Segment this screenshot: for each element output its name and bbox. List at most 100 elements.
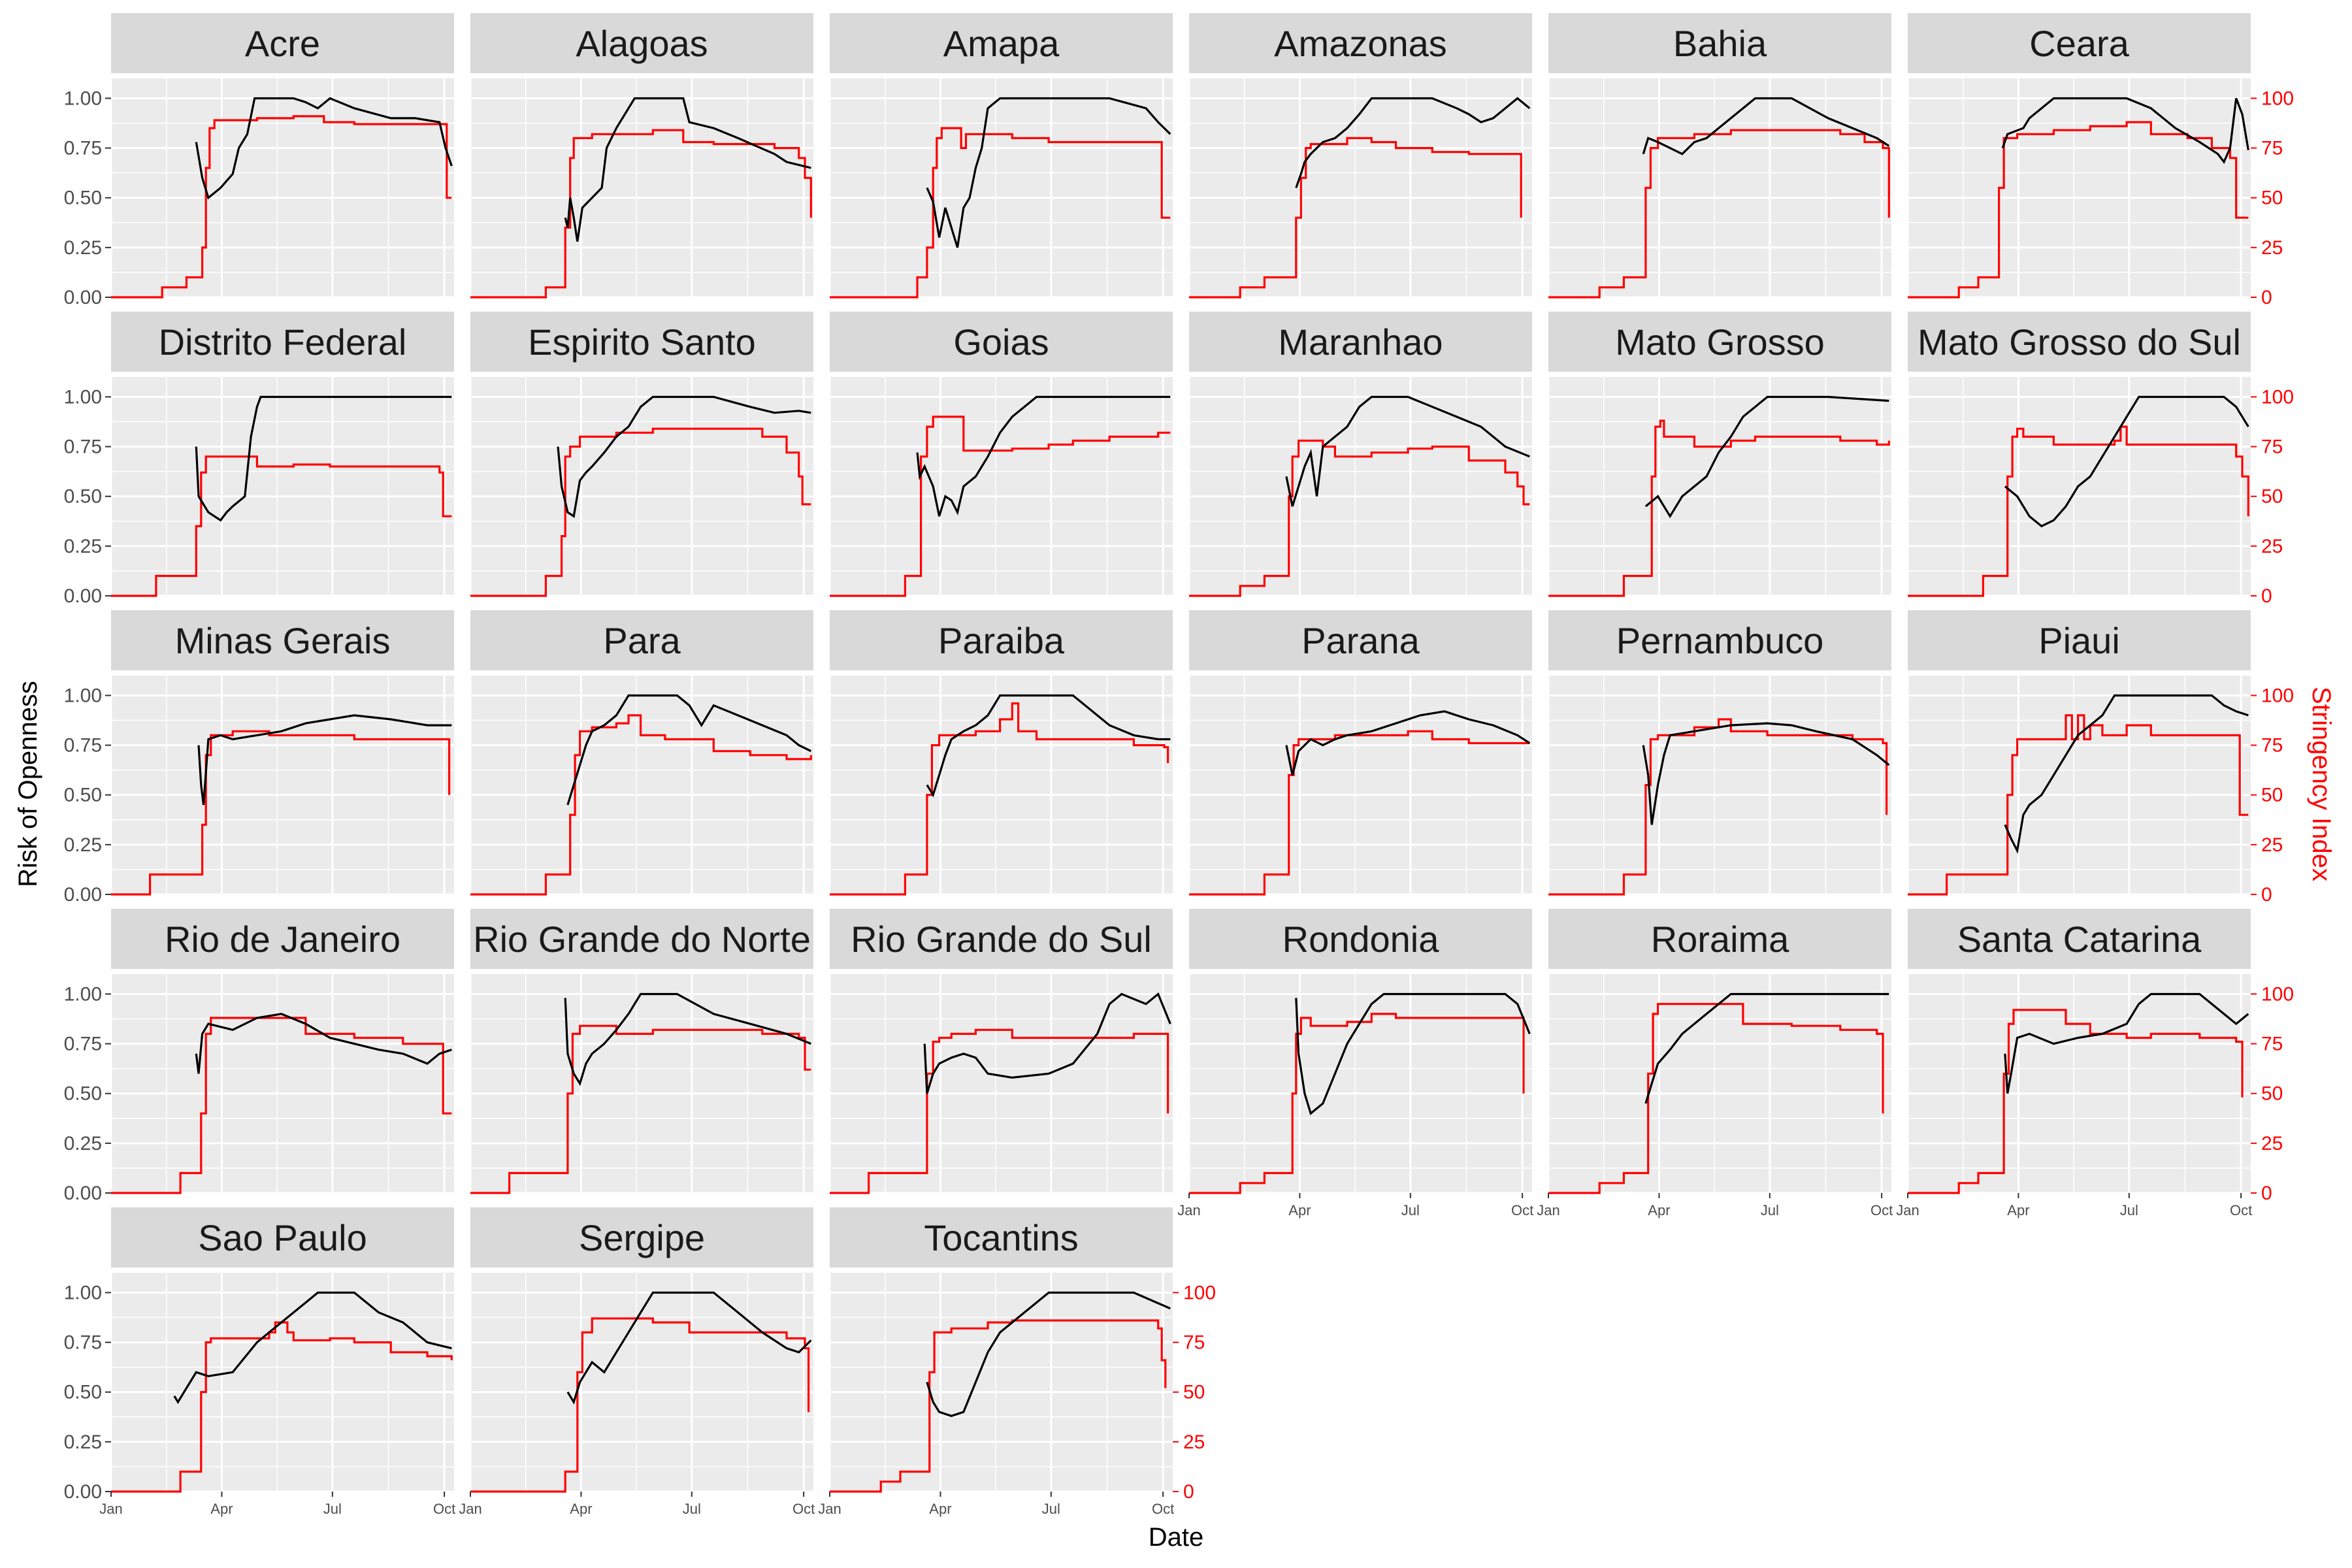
plot-background xyxy=(111,1273,454,1492)
plot-background xyxy=(470,676,813,894)
x-tick-label: Jul xyxy=(323,1501,342,1517)
panel-amapa: Amapa xyxy=(828,13,1173,299)
y-tick-label: 0.00 xyxy=(64,287,102,308)
x-tick-label: Jul xyxy=(1042,1501,1060,1517)
y-right-tick-label: 0 xyxy=(2261,585,2272,607)
risk-of-openness-line xyxy=(926,1291,1171,1417)
y-right-tick-label: 50 xyxy=(2261,188,2283,209)
risk-of-openness-line xyxy=(173,1291,452,1405)
y-right-tick-label: 100 xyxy=(2261,88,2294,109)
y-tick-label: 0.00 xyxy=(64,1481,102,1503)
y-tick-label: 1.00 xyxy=(64,1282,102,1303)
plot-background xyxy=(111,377,454,596)
risk-of-openness-line xyxy=(923,992,1171,1094)
panel-acre: Acre 0.00 0.25 0.50 0.75 1.00 xyxy=(64,13,454,308)
y-tick-label: 0.50 xyxy=(64,785,102,806)
stringency-index-line xyxy=(830,702,1169,896)
y-tick-label: 0.25 xyxy=(64,1133,102,1154)
panel-strip xyxy=(111,1207,454,1267)
risk-of-openness-line xyxy=(2004,992,2249,1094)
panel-strip xyxy=(1908,13,2251,73)
y-right-tick-label: 100 xyxy=(1183,1282,1216,1303)
plot-background xyxy=(1908,676,2251,894)
y-right-tick-label: 100 xyxy=(2261,685,2294,706)
panel-title: Sao Paulo xyxy=(198,1217,367,1258)
panel-strip xyxy=(1189,909,1532,969)
risk-of-openness-line xyxy=(557,395,811,518)
x-tick-label: Oct xyxy=(1870,1202,1893,1218)
panel-title: Mato Grosso xyxy=(1615,321,1825,363)
y-axis-title-left: Risk of Openness xyxy=(14,681,42,887)
panel-maranhao: Maranhao xyxy=(1188,312,1532,597)
panel-strip xyxy=(1548,13,1891,73)
stringency-index-line xyxy=(1548,1003,1884,1194)
panel-rio-grande-do-norte: Rio Grande do Norte xyxy=(469,909,813,1194)
panel-title: Acre xyxy=(245,23,320,64)
panel-ceara: Ceara 0 25 50 75 100 xyxy=(1906,13,2294,308)
panel-goias: Goias xyxy=(828,312,1173,597)
y-tick-label: 0.25 xyxy=(64,536,102,557)
plot-background xyxy=(830,676,1173,894)
stringency-index-line xyxy=(830,416,1171,597)
plot-background xyxy=(1548,974,1891,1193)
plot-background xyxy=(470,1273,813,1492)
risk-of-openness-line xyxy=(2004,395,2249,528)
panel-title: Distrito Federal xyxy=(159,321,407,363)
panel-parana: Parana xyxy=(1188,610,1532,896)
y-tick-label: 1.00 xyxy=(64,386,102,408)
y-right-tick-label: 0 xyxy=(1183,1481,1194,1503)
x-tick-label: Oct xyxy=(1511,1202,1533,1218)
panel-strip xyxy=(830,610,1173,670)
panel-title: Roraima xyxy=(1651,919,1789,960)
x-tick-label: Apr xyxy=(2007,1202,2029,1218)
risk-of-openness-line xyxy=(1644,395,1889,519)
risk-of-openness-line xyxy=(1295,97,1531,189)
y-right-tick-label: 25 xyxy=(2261,1133,2283,1154)
y-right-tick-label: 25 xyxy=(1183,1431,1205,1453)
panel-title: Pernambuco xyxy=(1616,620,1824,661)
risk-of-openness-line xyxy=(926,97,1171,248)
panel-santa-catarina: Santa Catarina 0 25 50 75 100 Jan Apr Jul Oct xyxy=(1896,909,2294,1218)
panel-rondonia: Rondonia Jan Apr Jul Oct xyxy=(1177,909,1533,1218)
risk-of-openness-line xyxy=(926,694,1171,798)
panel-title: Parana xyxy=(1301,620,1420,661)
plot-background xyxy=(830,974,1173,1193)
y-right-tick-label: 25 xyxy=(2261,237,2283,259)
stringency-index-line xyxy=(470,714,812,896)
panel-strip xyxy=(1908,312,2251,372)
y-tick-label: 0.50 xyxy=(64,188,102,209)
panel-bahia: Bahia xyxy=(1547,13,1891,299)
plot-background xyxy=(1189,377,1532,596)
x-tick-label: Jan xyxy=(818,1501,841,1517)
stringency-index-line xyxy=(1908,425,2249,597)
plot-background xyxy=(1908,78,2251,297)
y-right-tick-label: 0 xyxy=(2261,287,2272,308)
stringency-index-line xyxy=(1908,1009,2244,1194)
y-tick-label: 0.75 xyxy=(64,735,102,757)
y-right-tick-label: 50 xyxy=(2261,486,2283,508)
plot-background xyxy=(111,78,454,297)
x-tick-label: Oct xyxy=(1152,1501,1174,1517)
risk-of-openness-line xyxy=(1642,722,1890,825)
y-right-tick-label: 75 xyxy=(2261,1034,2283,1055)
x-tick-label: Jan xyxy=(459,1501,482,1517)
panel-title: Bahia xyxy=(1673,23,1767,64)
panel-strip xyxy=(1189,312,1532,372)
panel-title: Paraiba xyxy=(938,620,1065,661)
x-tick-label: Jul xyxy=(2120,1202,2138,1218)
panel-strip xyxy=(111,312,454,372)
stringency-index-line xyxy=(111,455,452,597)
panel-title: Amazonas xyxy=(1274,23,1447,64)
panel-title: Mato Grosso do Sul xyxy=(1918,321,2241,363)
risk-of-openness-line xyxy=(566,694,812,806)
panel-title: Tocantins xyxy=(924,1217,1079,1258)
y-tick-label: 0.75 xyxy=(64,138,102,159)
panel-espirito-santo: Espirito Santo xyxy=(469,312,813,597)
risk-of-openness-line xyxy=(1642,97,1890,155)
y-tick-label: 0.00 xyxy=(64,1183,102,1204)
x-tick-label: Apr xyxy=(1288,1202,1311,1218)
y-tick-label: 0.75 xyxy=(64,1034,102,1055)
panel-sao-paulo: Sao Paulo 0.00 0.25 0.50 0.75 1.00 Jan Apr Jul Oc… xyxy=(64,1207,455,1517)
stringency-index-line xyxy=(470,1317,810,1493)
